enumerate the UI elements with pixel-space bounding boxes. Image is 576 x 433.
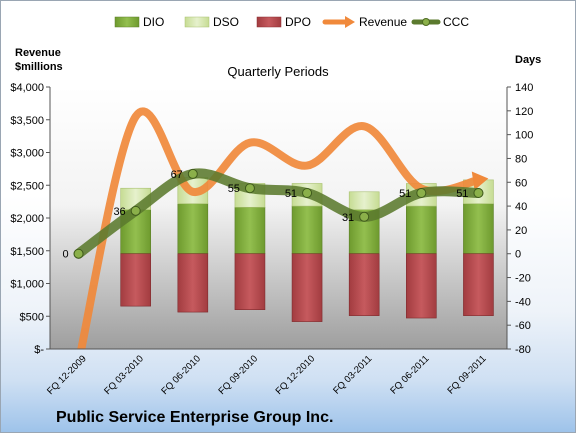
right-tick-label: 140 (515, 82, 533, 94)
bar-dio (406, 205, 437, 255)
right-tick-label: 80 (515, 153, 527, 165)
ccc-data-label: 51 (285, 188, 297, 200)
bar-dso (348, 191, 380, 210)
ccc-data-label: 51 (399, 188, 411, 200)
left-tick-label: $1,500 (10, 246, 44, 258)
left-tick-label: $3,500 (10, 115, 44, 127)
x-tick-label: FQ 06-2011 (388, 353, 431, 396)
ccc-point (73, 248, 84, 259)
legend-swatch-dso (184, 16, 210, 28)
company-name: Public Service Enterprise Group Inc. (56, 409, 333, 426)
ccc-data-label: 0 (62, 249, 68, 261)
ccc-point (359, 211, 370, 222)
legend-swatch-revenue (322, 16, 355, 28)
bar-dpo (234, 253, 266, 311)
legend: DIO DSO DPO Revenue CCC (114, 15, 469, 29)
x-tick-label: FQ 09-2011 (445, 353, 488, 396)
legend-swatch-dio (114, 16, 140, 28)
legend-label-dpo: DPO (285, 15, 311, 29)
bar-dio (177, 203, 209, 255)
x-axis: FQ 12-2009 FQ 03-2010 FQ 06-2010 FQ 09-2010… (45, 348, 507, 397)
right-tick-label: -80 (515, 344, 531, 356)
right-tick-label: -20 (515, 273, 531, 285)
legend-swatch-ccc (411, 18, 441, 26)
x-tick-label: FQ 03-2011 (331, 353, 374, 396)
bar-dpo (348, 253, 380, 316)
left-axis: $- $500 $1,000 $1,500 $2,000 $2,500 $3,000 $3,5… (10, 82, 51, 356)
ccc-point (244, 183, 255, 194)
bar-dpo (177, 253, 209, 313)
right-axis: -80 -60 -40 -20 0 20 40 60 80 100 120 140 (506, 82, 533, 356)
bar-dpo (406, 253, 437, 319)
legend-label-dio: DIO (143, 15, 164, 29)
ccc-point (302, 187, 313, 198)
x-tick-label: FQ 09-2010 (216, 353, 260, 397)
left-tick-label: $3,000 (10, 148, 44, 160)
ccc-point (187, 168, 198, 179)
y-right-title: Days (515, 54, 541, 66)
ccc-data-label: 31 (342, 212, 354, 224)
ccc-data-label: 36 (113, 206, 125, 218)
left-tick-label: $500 (20, 311, 44, 323)
data-labels: 0 36 67 55 51 31 51 51 (62, 169, 468, 261)
ccc-data-label: 67 (171, 169, 183, 181)
chart-title: Quarterly Periods (227, 64, 329, 79)
x-tick-label: FQ 12-2010 (274, 353, 318, 397)
x-tick-label: FQ 06-2010 (159, 353, 203, 397)
right-tick-label: 120 (515, 106, 533, 118)
revenue-line (77, 107, 483, 349)
legend-label-ccc: CCC (443, 15, 469, 29)
ccc-data-label: 51 (456, 188, 468, 200)
legend-label-dso: DSO (213, 15, 239, 29)
left-tick-label: $4,000 (10, 82, 44, 94)
right-tick-label: 0 (515, 249, 521, 261)
right-tick-label: 20 (515, 225, 527, 237)
bar-dpo (291, 253, 323, 322)
legend-swatch-dpo (256, 16, 282, 28)
right-tick-label: 60 (515, 177, 527, 189)
bar-dio (291, 205, 323, 255)
ccc-point (130, 205, 141, 216)
legend-label-revenue: Revenue (359, 15, 407, 29)
x-tick-label: FQ 03-2010 (102, 353, 146, 397)
ccc-point (473, 187, 484, 198)
bar-dpo (120, 253, 151, 307)
ccc-data-label: 55 (228, 183, 240, 195)
bar-dpo (463, 253, 494, 316)
y-left-title-line1: Revenue (15, 47, 61, 59)
left-tick-label: $2,500 (10, 180, 44, 192)
right-tick-label: 40 (515, 201, 527, 213)
ccc-point (416, 187, 427, 198)
bar-dio (463, 203, 494, 255)
left-tick-label: $1,000 (10, 279, 44, 291)
right-tick-label: -60 (515, 320, 531, 332)
y-left-title-line2: $millions (15, 61, 63, 73)
right-tick-label: 100 (515, 130, 533, 142)
x-tick-label: FQ 12-2009 (45, 353, 89, 397)
bar-dio (234, 206, 266, 255)
revenue-arrowhead (471, 171, 489, 191)
left-tick-label: $- (34, 344, 44, 356)
right-tick-label: -40 (515, 296, 531, 308)
lines (73, 107, 489, 349)
left-tick-label: $2,000 (10, 213, 44, 225)
